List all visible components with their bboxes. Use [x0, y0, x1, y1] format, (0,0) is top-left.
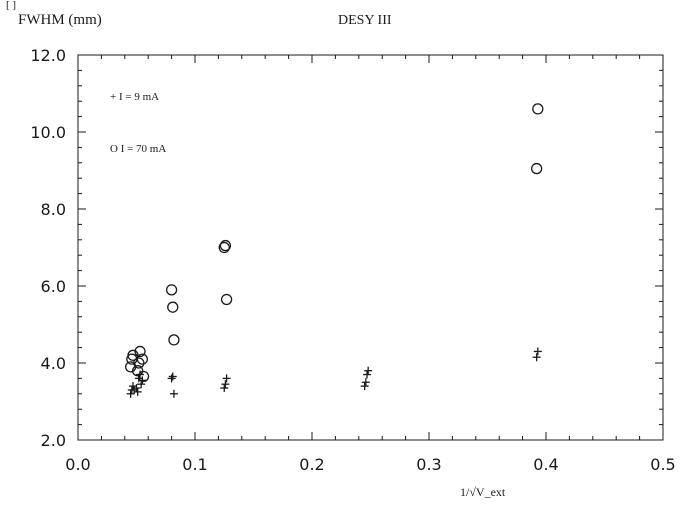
- data-points: [124, 103, 544, 398]
- data-point-plus: [132, 384, 141, 393]
- y-tick-label: 10.0: [30, 123, 66, 142]
- x-tick-label: 0.0: [65, 455, 90, 474]
- y-tick-label: 4.0: [41, 354, 66, 373]
- data-point-circle: [530, 162, 543, 175]
- y-tick-label: 6.0: [41, 277, 66, 296]
- x-tick-label: 0.5: [650, 455, 675, 474]
- chart-title: DESY III: [338, 13, 392, 28]
- data-point-plus: [168, 372, 177, 381]
- x-axis-title: 1/√V_ext: [460, 485, 506, 499]
- legend-entry-9ma: + I = 9 mA: [110, 91, 159, 103]
- plot-frame: [77, 54, 664, 441]
- y-axis-title: FWHM (mm): [18, 12, 102, 28]
- x-tick-label: 0.2: [299, 455, 324, 474]
- data-point-circle: [218, 241, 230, 254]
- data-point-plus: [169, 389, 178, 398]
- data-point-circle: [136, 353, 149, 365]
- tick-labels: 0.0 0.1 0.2 0.3 0.4 0.5 2.0 4.0 6.0 8.0 10.0 12.0: [30, 46, 675, 474]
- data-point-plus: [364, 366, 373, 375]
- y-tick-label: 12.0: [30, 46, 66, 65]
- x-tick-label: 0.4: [533, 455, 558, 474]
- data-point-plus: [361, 378, 370, 387]
- data-point-plus: [360, 382, 369, 391]
- data-point-circle: [127, 349, 139, 361]
- data-point-circle: [532, 103, 544, 115]
- data-point-circle: [137, 370, 150, 383]
- data-point-plus: [126, 389, 135, 398]
- data-point-circle: [132, 365, 144, 377]
- data-point-plus: [532, 353, 541, 362]
- data-point-plus: [167, 374, 176, 383]
- data-point-circle: [133, 357, 145, 369]
- data-point-circle: [134, 345, 146, 358]
- data-point-plus: [128, 382, 137, 391]
- y-tick-label: 8.0: [41, 200, 66, 219]
- data-point-circle: [219, 239, 232, 252]
- data-point-plus: [133, 387, 142, 396]
- data-point-circle: [168, 334, 180, 346]
- legend-entry-70ma: O I = 70 mA: [110, 143, 166, 155]
- x-tick-label: 0.1: [182, 455, 207, 474]
- y-tick-label: 2.0: [41, 431, 66, 450]
- data-point-circle: [220, 293, 233, 306]
- data-point-plus: [221, 380, 230, 389]
- corner-mark: [ ]: [6, 0, 16, 11]
- x-tick-label: 0.3: [416, 455, 441, 474]
- data-point-circle: [165, 284, 178, 296]
- data-point-circle: [167, 301, 179, 313]
- data-point-plus: [533, 347, 542, 356]
- axis-ticks: [77, 54, 664, 441]
- data-point-plus: [220, 384, 229, 393]
- data-point-plus: [222, 374, 231, 383]
- data-point-plus: [362, 370, 371, 379]
